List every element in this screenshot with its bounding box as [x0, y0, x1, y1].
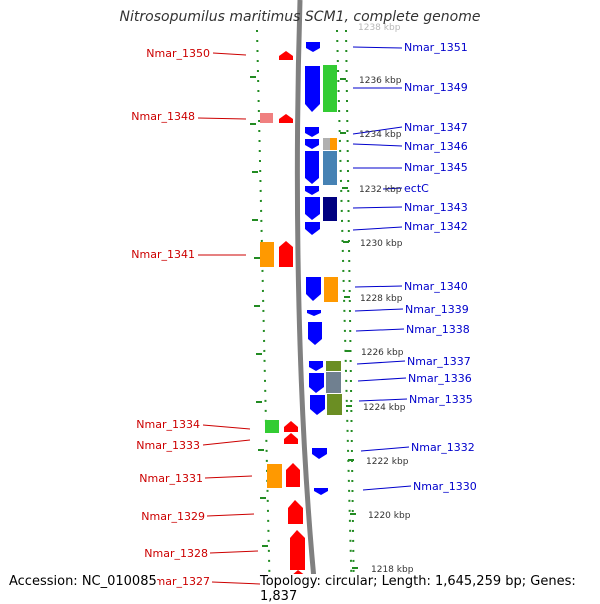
arrow-nmar-1338: [308, 322, 322, 345]
arrow-nmar-1339: [307, 310, 321, 316]
block-orange-1331: [267, 464, 282, 488]
gene-label-nmar-1337[interactable]: Nmar_1337: [407, 355, 471, 368]
block-orange-1341: [260, 242, 274, 267]
block-steel-1345: [323, 151, 337, 185]
gene-label-nmar-1346[interactable]: Nmar_1346: [404, 140, 468, 153]
scale-label-1220: 1220 kbp: [368, 511, 411, 521]
arrow-nmar-1330: [314, 488, 328, 495]
map-title: Nitrosopumilus maritimus SCM1, complete …: [119, 9, 481, 25]
gene-label-nmar-1335[interactable]: Nmar_1335: [409, 393, 473, 406]
block-green-1349: [323, 65, 337, 112]
gene-label-nmar-1332[interactable]: Nmar_1332: [411, 441, 475, 454]
arrow-nmar-1350: [279, 51, 293, 60]
gene-label-nmar-1329[interactable]: Nmar_1329: [141, 510, 205, 523]
scale-label-1234: 1234 kbp: [359, 130, 402, 140]
arrow-nmar-1349: [305, 66, 320, 112]
gene-label-nmar-1347[interactable]: Nmar_1347: [404, 121, 468, 134]
gene-label-nmar-1328[interactable]: Nmar_1328: [144, 547, 208, 560]
arrow-nmar-1345: [305, 151, 319, 184]
scale-label-1226: 1226 kbp: [361, 348, 404, 358]
gene-label-nmar-1348[interactable]: Nmar_1348: [131, 110, 195, 123]
left-scale-dashes: [250, 76, 268, 547]
dotted-ring-inner-right: [336, 29, 353, 600]
arrow-nmar-1343: [305, 197, 320, 220]
block-olive-1335: [327, 394, 342, 415]
block-orange-1340: [324, 277, 338, 302]
arrow-nmar-1348: [279, 114, 293, 123]
arrow-nmar-1341: [279, 241, 293, 267]
scale-label-1230: 1230 kbp: [360, 239, 403, 249]
reverse-strand-arrows: [305, 42, 328, 495]
arrow-nmar-1336: [309, 373, 324, 393]
scale-label-1222: 1222 kbp: [366, 457, 409, 467]
arrow-nmar-1347: [305, 127, 319, 137]
scale-label-1218: 1218 kbp: [371, 565, 414, 575]
arrow-nmar-1342: [305, 222, 320, 235]
block-olive-1337: [326, 361, 341, 371]
arrow-nmar-1351: [306, 42, 320, 52]
gene-label-nmar-1342[interactable]: Nmar_1342: [404, 220, 468, 233]
gene-label-nmar-1341[interactable]: Nmar_1341: [131, 248, 195, 261]
accession-text: Accession: NC_010085: [9, 574, 157, 589]
gene-label-nmar-1345[interactable]: Nmar_1345: [404, 161, 468, 174]
gene-label-nmar-1350[interactable]: Nmar_1350: [146, 47, 210, 60]
arrow-nmar-1335: [310, 395, 325, 415]
arrow-nmar-1334: [284, 421, 298, 432]
gene-label-nmar-1339[interactable]: Nmar_1339: [405, 303, 469, 316]
arrow-ectc: [305, 186, 319, 195]
leader-lines-forward: [197, 52, 261, 585]
scale-label-partial: 1238 kbp: [358, 23, 401, 33]
feature-blocks: [260, 65, 342, 488]
leader-lines-reverse: [352, 46, 412, 491]
gene-label-nmar-1343[interactable]: Nmar_1343: [404, 201, 468, 214]
arrow-nmar-1346: [305, 139, 319, 149]
scale-label-1232: 1232 kbp: [359, 185, 402, 195]
gene-label-nmar-1334[interactable]: Nmar_1334: [136, 418, 200, 431]
gene-label-nmar-1327[interactable]: Nmar_1327: [146, 575, 210, 588]
scale-label-1228: 1228 kbp: [360, 294, 403, 304]
gene-label-nmar-1333[interactable]: Nmar_1333: [136, 439, 200, 452]
block-grey-1346: [323, 138, 330, 150]
arrow-nmar-1340: [306, 277, 321, 301]
right-scale-dashes: [340, 78, 358, 569]
gene-label-nmar-1349[interactable]: Nmar_1349: [404, 81, 468, 94]
scale-label-1236: 1236 kbp: [359, 76, 402, 86]
arrow-nmar-1328: [290, 530, 305, 570]
arrow-nmar-1332: [312, 448, 327, 459]
arrow-nmar-1337: [309, 361, 323, 371]
gene-label-ectc[interactable]: ectC: [404, 182, 429, 195]
block-pink-1348: [260, 113, 273, 123]
block-green-1334: [265, 420, 279, 433]
scale-label-1224: 1224 kbp: [363, 403, 406, 413]
gene-label-nmar-1330[interactable]: Nmar_1330: [413, 480, 477, 493]
block-orange-1346: [330, 138, 337, 150]
arrow-nmar-1333: [284, 433, 298, 444]
gene-label-nmar-1336[interactable]: Nmar_1336: [408, 372, 472, 385]
gene-label-nmar-1331[interactable]: Nmar_1331: [139, 472, 203, 485]
gene-label-nmar-1340[interactable]: Nmar_1340: [404, 280, 468, 293]
arrow-nmar-1331: [286, 463, 300, 487]
genome-backbone: [294, 0, 319, 600]
block-slate-1336: [326, 372, 341, 393]
arrow-nmar-1329: [288, 500, 303, 524]
block-navy-1343: [323, 197, 337, 221]
gene-label-nmar-1351[interactable]: Nmar_1351: [404, 41, 468, 54]
gene-label-nmar-1338[interactable]: Nmar_1338: [406, 323, 470, 336]
topology-text: Topology: circular; Length: 1,645,259 bp…: [260, 574, 600, 604]
